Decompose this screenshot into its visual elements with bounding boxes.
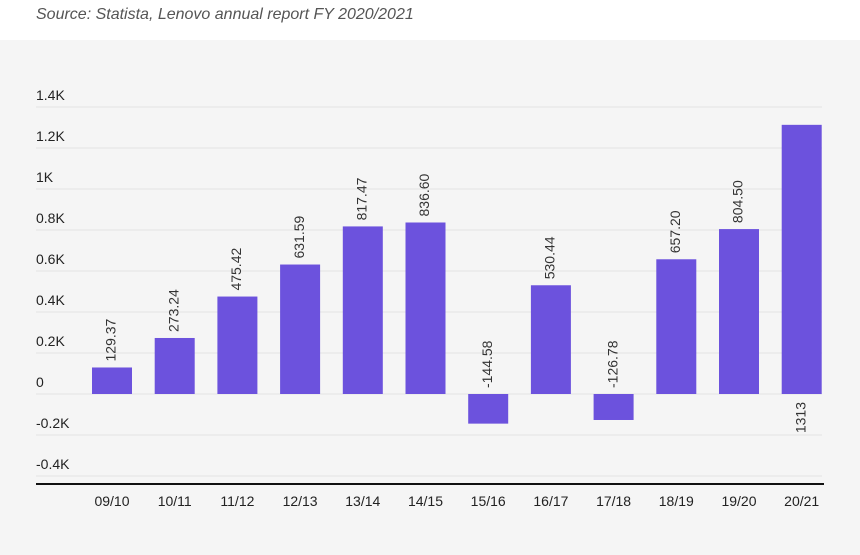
y-tick-label: 0.4K [36, 292, 65, 308]
data-label: 804.50 [730, 180, 746, 223]
y-tick-label: -0.4K [36, 456, 70, 472]
x-tick-label: 15/16 [471, 493, 506, 509]
data-label: 129.37 [103, 318, 119, 361]
x-tick-label: 19/20 [721, 493, 756, 509]
bar [530, 285, 571, 394]
bar [468, 394, 509, 424]
x-tick-label: 12/13 [283, 493, 318, 509]
x-tick-label: 16/17 [533, 493, 568, 509]
x-tick-label: 18/19 [659, 493, 694, 509]
data-label: 1313 [792, 402, 808, 433]
data-label: 836.60 [416, 173, 432, 216]
y-tick-label: 0.2K [36, 333, 65, 349]
x-tick-label: 10/11 [158, 493, 192, 509]
data-label: 657.20 [667, 210, 683, 253]
x-tick-label: 09/10 [94, 493, 129, 509]
data-label: 475.42 [228, 248, 244, 291]
data-label: -126.78 [604, 340, 620, 388]
bar-chart: -0.4K -0.2K 0 0.2K 0.4K 0.6K 0.8K 1K 1.2K 1.4K 129… [36, 87, 824, 509]
y-tick-label: 1.2K [36, 128, 65, 144]
bar [217, 296, 258, 394]
data-label: 530.44 [542, 236, 558, 279]
y-tick-label: 0 [36, 374, 44, 390]
data-label: 631.59 [291, 215, 307, 258]
y-tick-label: 0.6K [36, 251, 65, 267]
bar [280, 264, 321, 394]
x-tick-label: 17/18 [596, 493, 631, 509]
bar [154, 337, 195, 394]
x-tick-label: 11/12 [220, 493, 254, 509]
chart-panel: -0.4K -0.2K 0 0.2K 0.4K 0.6K 0.8K 1K 1.2K 1.4K 129… [0, 40, 860, 555]
x-tick-label: 14/15 [408, 493, 443, 509]
bar [92, 367, 132, 394]
data-label: 817.47 [354, 177, 370, 220]
bar [342, 226, 383, 394]
data-label: -144.58 [479, 340, 495, 388]
x-tick-label: 20/21 [784, 493, 819, 509]
bar [781, 124, 822, 395]
chart-source: Source: Statista, Lenovo annual report F… [36, 6, 414, 23]
y-tick-label: 1K [36, 169, 54, 185]
y-tick-label: 1.4K [36, 87, 65, 103]
data-label: 273.24 [165, 289, 181, 332]
bar [656, 259, 697, 394]
bar [719, 229, 759, 394]
y-tick-label: 0.8K [36, 210, 65, 226]
bar [593, 394, 634, 420]
y-tick-label: -0.2K [36, 415, 70, 431]
x-tick-label: 13/14 [345, 493, 380, 509]
bar [405, 222, 446, 394]
